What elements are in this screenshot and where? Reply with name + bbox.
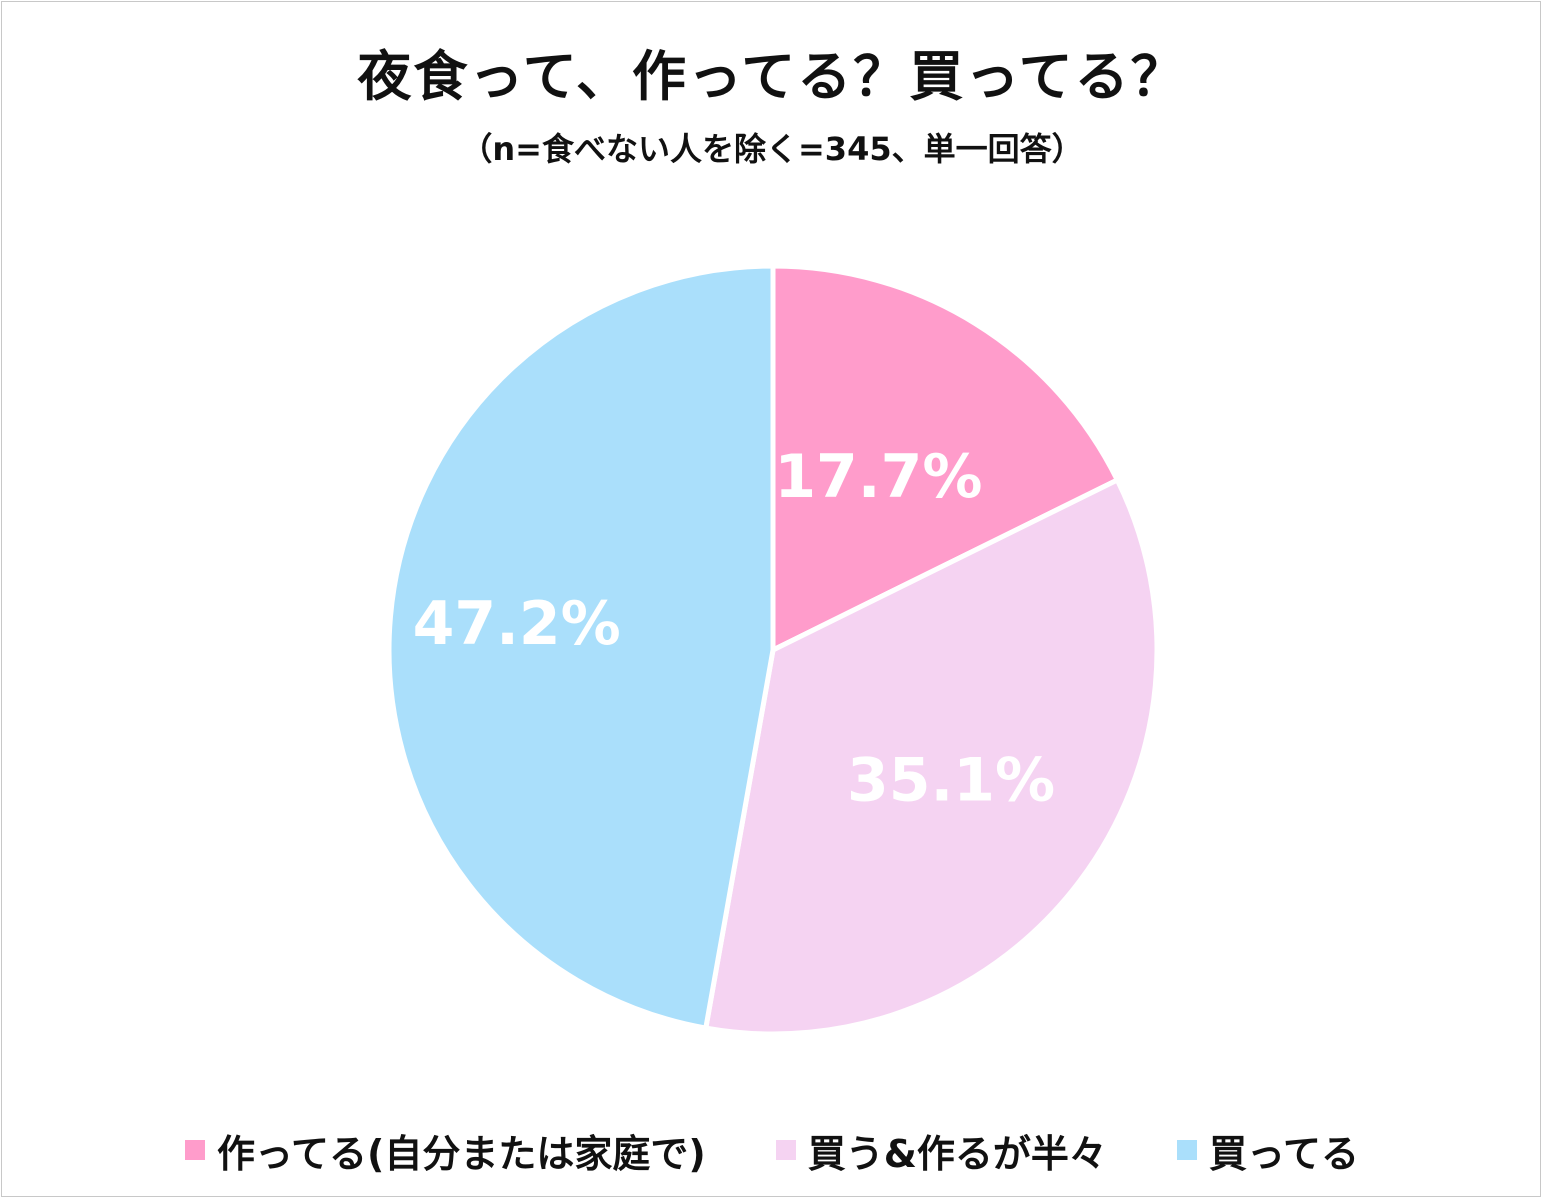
legend-item-tsukutteru: 作ってる(自分または家庭で) (184, 1123, 706, 1178)
legend-swatch-hanhan (775, 1140, 796, 1160)
legend-label-hanhan: 買う&作るが半々 (807, 1131, 1107, 1176)
legend-swatch-katteru (1176, 1140, 1197, 1160)
pie-label-katteru: 47.2% (413, 589, 621, 659)
pie-slice-tsukutteru (770, 263, 1120, 653)
legend-item-hanhan: 買う&作るが半々 (775, 1123, 1107, 1178)
pie-slice-labels: 17.7% 35.1% 47.2% (413, 442, 1056, 815)
legend-swatch-tsukutteru (184, 1140, 205, 1160)
pie-slice-hanhan (703, 477, 1160, 1037)
legend: 作ってる(自分または家庭で) 買う&作るが半々 買ってる (0, 1120, 1544, 1180)
chart-subtitle: （n=食べない人を除く=345、単一回答） (460, 130, 1084, 168)
pie-slice-katteru (386, 263, 776, 1031)
pie-label-tsukutteru: 17.7% (774, 442, 982, 512)
legend-item-katteru: 買ってる (1176, 1123, 1360, 1178)
pie-label-hanhan: 35.1% (847, 745, 1055, 815)
legend-label-katteru: 買ってる (1208, 1131, 1360, 1176)
chart-title: 夜食って、作ってる？買ってる？ (357, 45, 1187, 108)
pie-slices (386, 263, 1160, 1037)
legend-label-tsukutteru: 作ってる(自分または家庭で) (216, 1131, 706, 1176)
